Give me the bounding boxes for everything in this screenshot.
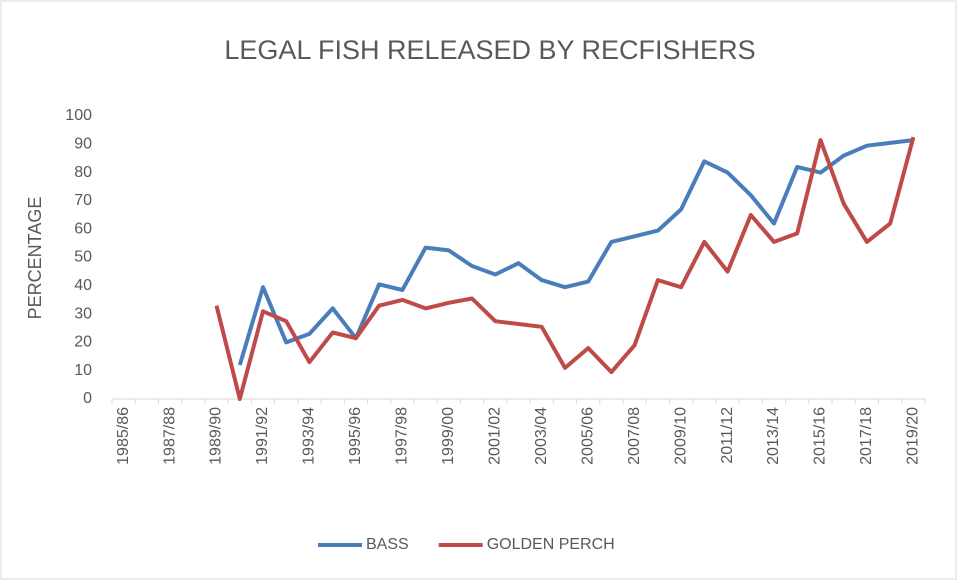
y-axis-title: PERCENTAGE: [25, 197, 45, 320]
x-tick-label: 1997/98: [394, 407, 411, 465]
x-tick-label: 2007/08: [626, 407, 643, 465]
y-tick-label: 30: [74, 305, 92, 322]
y-tick-label: 10: [74, 362, 92, 379]
x-tick-label: 2001/02: [486, 407, 503, 465]
y-tick-label: 50: [74, 249, 92, 266]
x-tick-label: 2015/16: [812, 407, 829, 465]
x-tick-label: 2005/06: [579, 407, 596, 465]
x-tick-label: 1985/86: [115, 407, 132, 465]
x-tick-label: 2009/10: [672, 407, 689, 465]
legend-label: GOLDEN PERCH: [487, 536, 615, 553]
y-tick-label: 40: [74, 277, 92, 294]
y-tick-label: 100: [65, 107, 92, 124]
y-tick-label: 90: [74, 136, 92, 153]
y-tick-label: 70: [74, 192, 92, 209]
y-tick-label: 20: [74, 334, 92, 351]
x-tick-label: 2013/14: [765, 407, 782, 465]
x-tick-label: 1989/90: [208, 407, 225, 465]
chart-title: LEGAL FISH RELEASED BY RECFISHERS: [224, 35, 755, 65]
x-tick-label: 1993/94: [301, 407, 318, 465]
x-tick-label: 1991/92: [254, 407, 271, 465]
y-tick-label: 80: [74, 164, 92, 181]
x-tick-label: 1987/88: [161, 407, 178, 465]
legend-label: BASS: [366, 536, 409, 553]
y-tick-label: 0: [83, 390, 92, 407]
y-tick-label: 60: [74, 220, 92, 237]
x-tick-label: 2011/12: [719, 407, 736, 464]
x-tick-label: 1995/96: [347, 407, 364, 465]
series-line: [237, 138, 914, 366]
x-tick-label: 1999/00: [440, 407, 457, 465]
x-tick-label: 2019/20: [905, 407, 922, 465]
series-line: [214, 136, 916, 401]
x-tick-label: 2017/18: [858, 407, 875, 465]
x-tick-label: 2003/04: [533, 407, 550, 465]
